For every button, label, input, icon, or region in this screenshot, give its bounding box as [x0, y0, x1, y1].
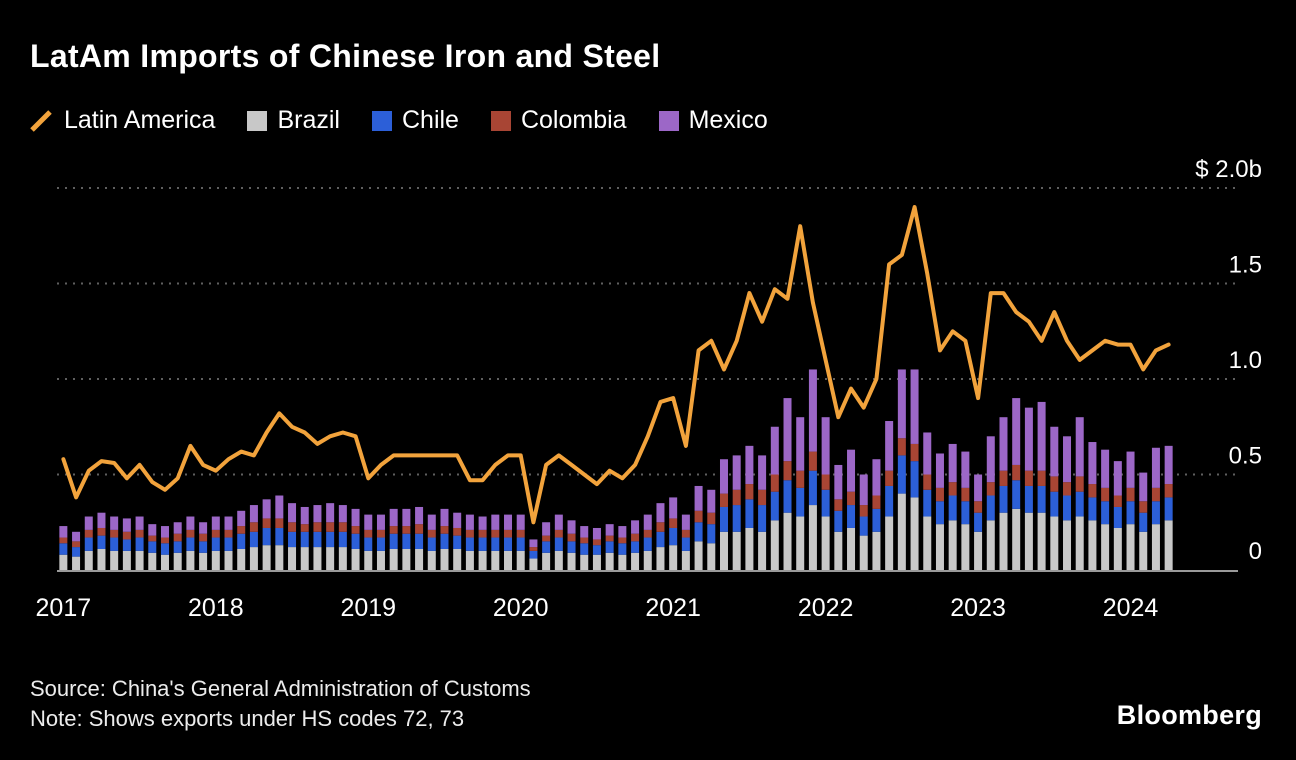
svg-text:1.0: 1.0 [1229, 347, 1262, 374]
svg-text:2023: 2023 [950, 594, 1006, 622]
square-swatch-icon [247, 110, 268, 131]
square-swatch-icon [490, 110, 511, 131]
legend-label: Chile [401, 106, 459, 134]
svg-text:0: 0 [1249, 538, 1262, 565]
svg-text:0.5: 0.5 [1229, 443, 1262, 470]
svg-text:$ 2.0b: $ 2.0b [1195, 156, 1262, 183]
svg-text:1.5: 1.5 [1229, 252, 1262, 279]
svg-text:2017: 2017 [36, 594, 92, 622]
line-swatch-icon [28, 109, 54, 133]
svg-text:2022: 2022 [798, 594, 854, 622]
legend-item-brazil: Brazil [247, 106, 340, 135]
svg-text:2019: 2019 [340, 594, 396, 622]
hs-code-note: Note: Shows exports under HS codes 72, 7… [30, 706, 465, 731]
legend-item-latin-america: Latin America [28, 106, 215, 135]
page-title: LatAm Imports of Chinese Iron and Steel [30, 38, 661, 74]
square-swatch-icon [658, 110, 679, 131]
svg-text:2024: 2024 [1103, 594, 1159, 622]
svg-text:2021: 2021 [645, 594, 701, 622]
legend-label: Mexico [688, 106, 768, 134]
chart-legend: Latin America Brazil Chile Colombia Mexico [28, 106, 768, 135]
svg-text:2020: 2020 [493, 594, 549, 622]
legend-label: Brazil [277, 106, 340, 134]
square-swatch-icon [371, 110, 392, 131]
source-note: Source: China's General Administration o… [30, 676, 531, 701]
legend-label: Latin America [64, 106, 216, 134]
svg-text:2018: 2018 [188, 594, 244, 622]
legend-item-mexico: Mexico [658, 106, 768, 135]
bloomberg-logo: Bloomberg [1116, 700, 1262, 730]
legend-item-chile: Chile [371, 106, 459, 135]
legend-item-colombia: Colombia [490, 106, 627, 135]
legend-label: Colombia [520, 106, 627, 134]
